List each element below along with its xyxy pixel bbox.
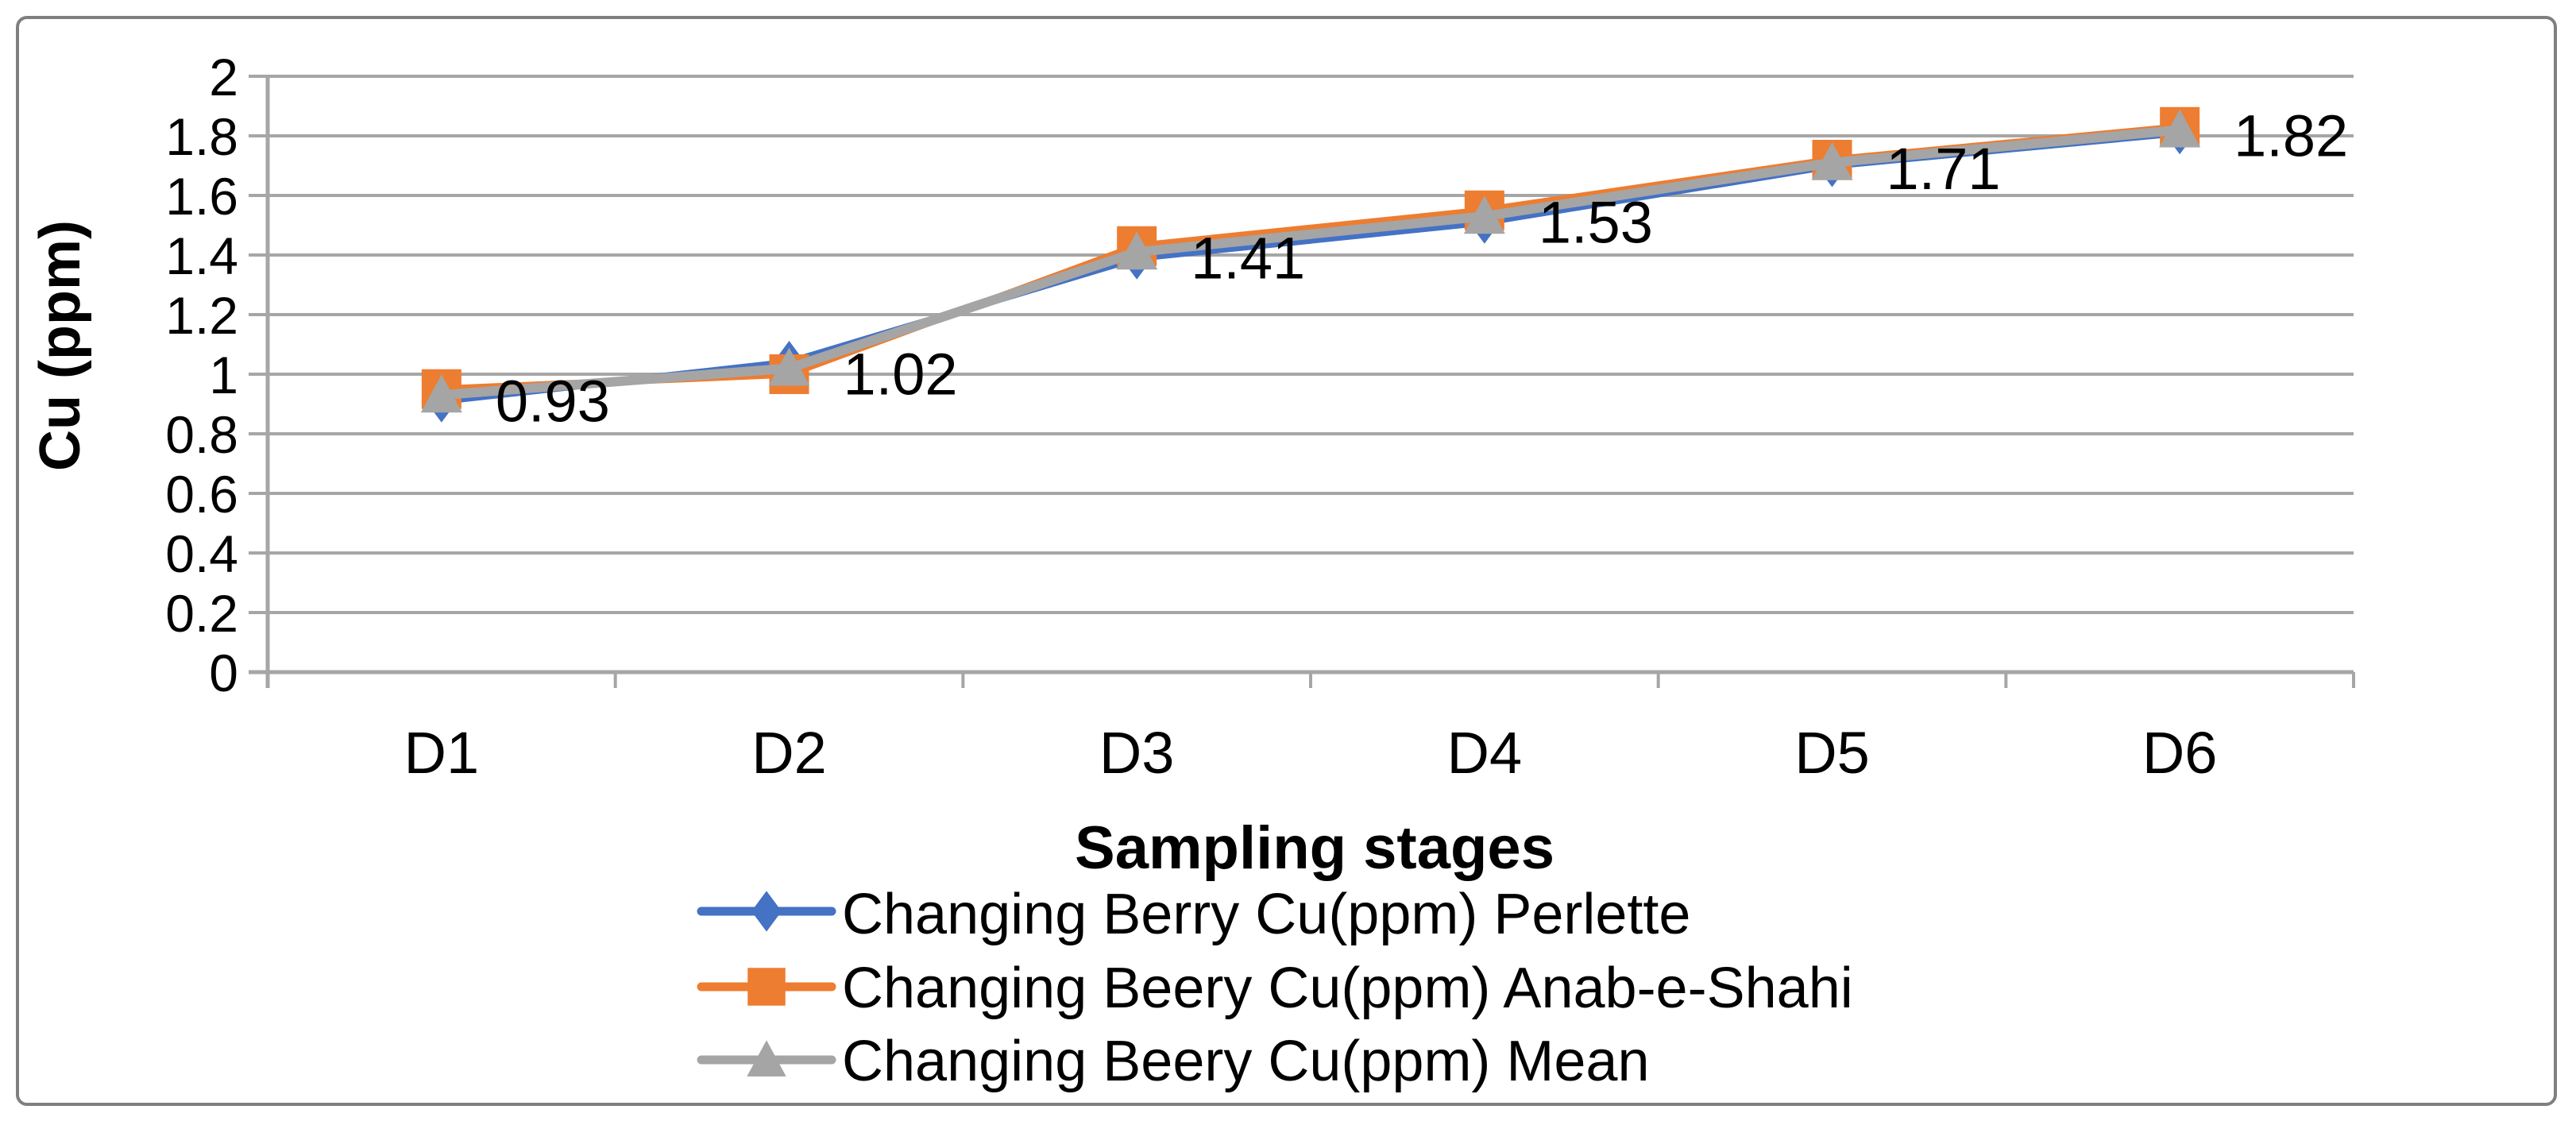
y-axis-tick-labels: 00.20.40.60.811.21.41.61.82 bbox=[165, 48, 238, 702]
x-category-label: D4 bbox=[1447, 720, 1523, 786]
data-point-marker bbox=[768, 347, 810, 386]
y-tick-label: 1.6 bbox=[165, 167, 238, 226]
data-label: 1.41 bbox=[1191, 225, 1305, 291]
data-point-marker bbox=[1811, 141, 1853, 180]
legend-marker-icon bbox=[747, 1040, 786, 1077]
x-category-label: D6 bbox=[2142, 720, 2218, 786]
x-category-label: D2 bbox=[751, 720, 827, 786]
x-axis-ticks bbox=[266, 672, 2355, 688]
y-tick-label: 1.8 bbox=[165, 107, 238, 166]
data-label: 0.93 bbox=[496, 368, 610, 434]
legend-label: Changing Berry Cu(ppm) Perlette bbox=[842, 883, 1690, 946]
legend-label: Changing Beery Cu(ppm) Anab-e-Shahi bbox=[842, 957, 1853, 1020]
y-tick-label: 0.2 bbox=[165, 584, 238, 643]
y-tick-label: 1.2 bbox=[165, 286, 238, 345]
x-category-labels: D1 D2 D3 D4 D5 D6 bbox=[404, 720, 2218, 786]
legend-label: Changing Beery Cu(ppm) Mean bbox=[842, 1030, 1650, 1093]
legend-item: Changing Beery Cu(ppm) Anab-e-Shahi bbox=[697, 957, 1853, 1020]
data-label: 1.82 bbox=[2234, 103, 2348, 169]
y-tick-label: 0.8 bbox=[165, 405, 238, 464]
y-tick-label: 1 bbox=[209, 346, 238, 404]
y-axis-title: Cu (ppm) bbox=[29, 220, 92, 471]
y-tick-label: 0.4 bbox=[165, 524, 238, 583]
series-triangle bbox=[420, 109, 2201, 413]
legend-marker-icon bbox=[751, 891, 782, 932]
figure-border bbox=[16, 16, 2557, 1106]
x-axis-title: Sampling stages bbox=[1075, 814, 1554, 882]
data-point-marker bbox=[1116, 231, 1158, 270]
y-tick-label: 2 bbox=[209, 48, 238, 106]
data-point-marker bbox=[420, 374, 462, 413]
legend-item: Changing Berry Cu(ppm) Perlette bbox=[697, 883, 1690, 946]
y-tick-label: 1.4 bbox=[165, 226, 238, 285]
y-tick-label: 0.6 bbox=[165, 465, 238, 524]
legend: Changing Berry Cu(ppm) Perlette Changing … bbox=[697, 883, 1853, 1093]
data-point-marker bbox=[2159, 109, 2201, 148]
gridlines bbox=[249, 75, 2354, 675]
legend-marker-icon bbox=[747, 968, 786, 1006]
data-label: 1.02 bbox=[844, 342, 958, 408]
x-category-label: D5 bbox=[1794, 720, 1870, 786]
y-tick-label: 0 bbox=[209, 644, 238, 702]
data-label: 1.71 bbox=[1887, 136, 2001, 202]
data-labels: 0.93 1.02 1.41 1.53 1.71 1.82 bbox=[496, 103, 2348, 435]
data-label: 1.53 bbox=[1539, 189, 1653, 255]
legend-item: Changing Beery Cu(ppm) Mean bbox=[697, 1030, 1650, 1093]
x-category-label: D1 bbox=[404, 720, 480, 786]
series-line bbox=[436, 125, 2185, 400]
x-category-label: D3 bbox=[1099, 720, 1175, 786]
data-point-marker bbox=[1463, 195, 1505, 234]
